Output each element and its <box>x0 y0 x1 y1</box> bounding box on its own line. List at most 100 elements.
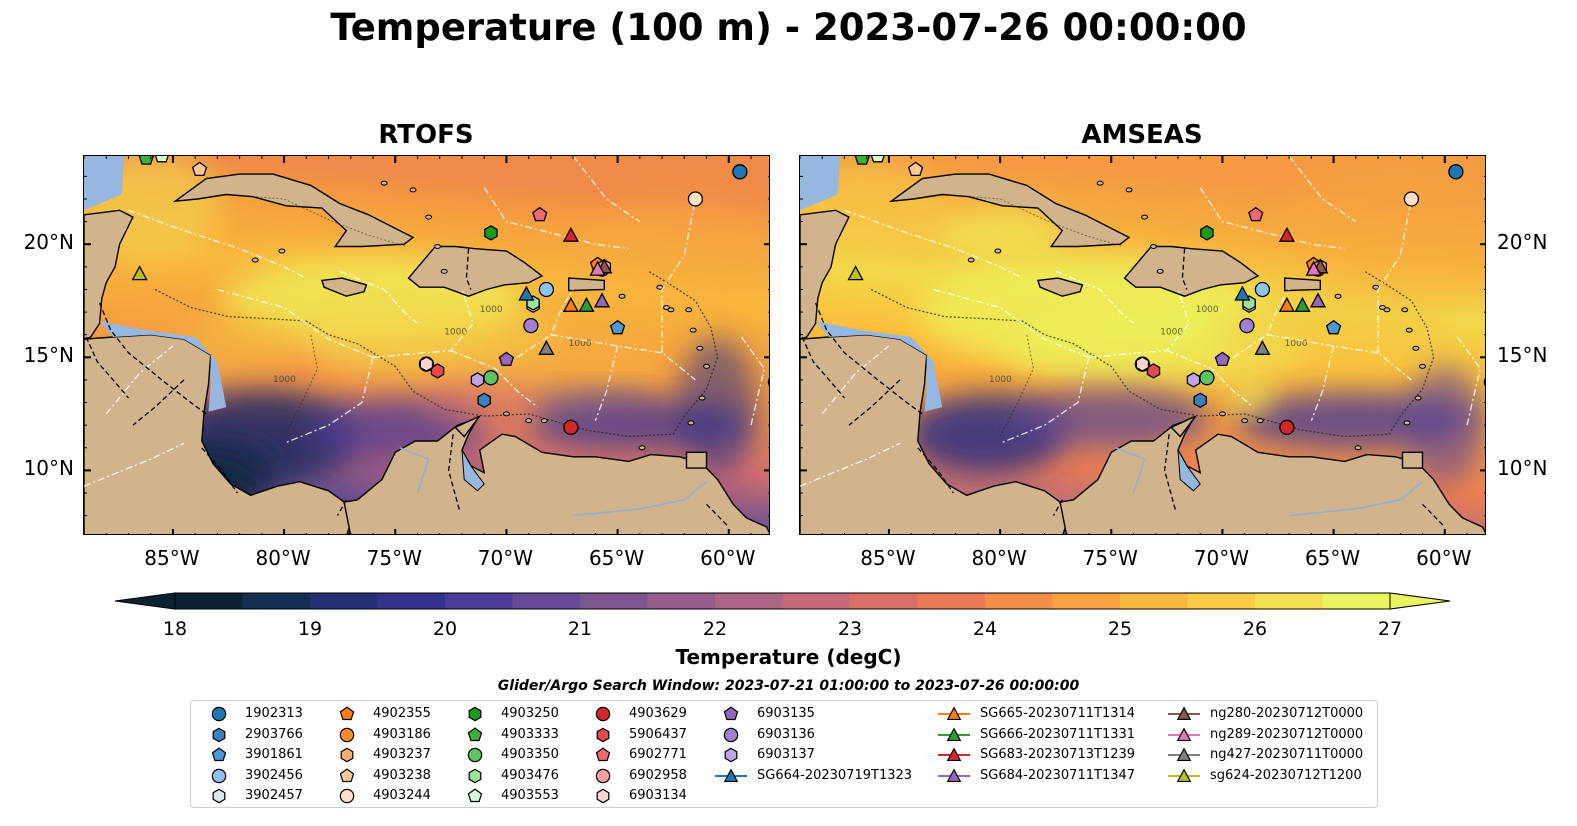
land-puertorico <box>1284 277 1321 292</box>
colorbar-bin <box>1120 593 1189 609</box>
platform-marker-6903137 <box>470 372 485 388</box>
colorbar-tick-label: 25 <box>1107 618 1133 640</box>
legend-label: 6902958 <box>629 767 687 783</box>
bathymetry-label: 1000 <box>444 328 467 338</box>
colorbar-tick-label: 22 <box>702 618 728 640</box>
platform-marker-6902771 <box>532 206 548 222</box>
legend-label: 6903135 <box>757 706 815 721</box>
platform-marker-1902313 <box>732 164 748 180</box>
platform-marker-4903350 <box>483 370 499 386</box>
legend-label: 3901861 <box>245 747 303 762</box>
legend-label: SG665-20230711T1314 <box>980 706 1136 721</box>
circle-marker-icon <box>595 706 611 722</box>
lat-tick-label-right: 10°N <box>1497 456 1548 481</box>
lat-tick-label-right: 15°N <box>1497 343 1548 368</box>
colorbar-bin <box>175 593 244 609</box>
platform-marker-4903186 <box>767 378 769 387</box>
lon-tick-label: 65°W <box>588 546 645 570</box>
pentagon-marker-icon <box>595 747 611 762</box>
colorbar-bin <box>1052 593 1121 609</box>
platform-marker-SG684-20230711T1347 <box>593 292 611 308</box>
platform-marker-6902771 <box>1248 206 1264 222</box>
colorbar-tick-label: 24 <box>972 618 998 640</box>
colorbar-bin <box>242 593 311 609</box>
bathymetry-label: 1000 <box>480 305 503 315</box>
colorbar-bin <box>377 593 446 609</box>
circle-marker-icon <box>339 727 355 742</box>
pentagon-marker-icon <box>211 747 227 762</box>
legend-label: SG666-20230711T1331 <box>980 726 1136 742</box>
land-trinidad <box>685 451 708 469</box>
land-hispaniola <box>407 245 544 297</box>
lat-tick-label-left: 20°N <box>23 230 74 255</box>
hexagon-marker-icon <box>468 768 482 783</box>
hexagon-marker-icon <box>468 706 482 722</box>
colorbar-tick-label: 27 <box>1377 618 1403 640</box>
pentagon-marker-icon <box>467 788 483 803</box>
colorbar-bin <box>1322 593 1391 609</box>
platform-marker-ng427-20230711T0000 <box>1254 339 1271 355</box>
colorbar-tick-label: 19 <box>297 618 323 640</box>
colorbar-bin <box>985 593 1054 609</box>
platform-marker-sg624-20230712T1200 <box>131 265 148 281</box>
pentagon-marker-icon <box>723 706 739 721</box>
platform-marker-4903244 <box>1403 191 1420 207</box>
legend-label: 4903553 <box>501 788 559 803</box>
legend-label: 4903350 <box>501 747 559 762</box>
circle-marker-icon <box>595 768 611 783</box>
rtofs-map[interactable]: 1000 1000 1000 1000 <box>83 155 770 535</box>
triangle-marker-icon <box>715 767 747 782</box>
legend-label: 4903250 <box>501 706 559 721</box>
platform-marker-sg624-20230712T1200 <box>847 265 864 281</box>
colorbar-tick-label: 20 <box>432 618 458 640</box>
platform-marker-6903135 <box>1214 351 1231 367</box>
legend-label: 3902457 <box>245 788 303 803</box>
platform-marker-4903186 <box>1483 378 1485 387</box>
platform-marker-SG666-20230711T1331 <box>1294 296 1311 312</box>
amseas-map[interactable]: 1000 1000 1000 1000 <box>799 155 1486 535</box>
platform-marker-4903553 <box>154 156 169 163</box>
platform-marker-4903553 <box>870 156 885 163</box>
platform-marker-4903350 <box>1199 370 1215 386</box>
platform-marker-SG666-20230711T1331 <box>578 296 595 312</box>
land-guajira <box>454 415 481 438</box>
platform-marker-6903136 <box>523 317 539 334</box>
legend-label: ng427-20230711T0000 <box>1210 747 1364 762</box>
circle-marker-icon <box>339 788 355 804</box>
bathymetry-label: 1000 <box>569 339 592 349</box>
legend-label: SG664-20230719T1323 <box>757 767 913 783</box>
legend-label: 6903136 <box>757 726 815 742</box>
platform-marker-4903629 <box>563 419 579 436</box>
platform-marker-4903333 <box>854 156 870 165</box>
circle-marker-icon <box>723 727 739 742</box>
platform-marker-4903250 <box>1200 225 1214 241</box>
triangle-marker-icon <box>938 726 970 741</box>
platform-legend: 1902313 2903766 3901861 3902456 3902457 49023… <box>190 700 1378 808</box>
legend-label: 5906437 <box>629 726 687 742</box>
bathymetry-label: 1000 <box>273 375 296 385</box>
platform-marker-3901861 <box>1325 319 1342 335</box>
colorbar-tick-label: 18 <box>162 618 188 640</box>
land-jamaica <box>1036 277 1084 297</box>
platform-marker-2903766 <box>477 392 491 409</box>
platform-marker-4903238 <box>191 161 208 177</box>
platform-marker-4903250 <box>484 225 498 241</box>
colorbar-bin <box>310 593 379 609</box>
colorbar-tick-label: 26 <box>1242 618 1268 640</box>
platform-marker-3902456 <box>538 281 555 298</box>
triangle-marker-icon <box>938 747 970 761</box>
triangle-marker-icon <box>1168 767 1200 782</box>
lon-tick-label: 60°W <box>1416 546 1472 570</box>
circle-marker-icon <box>211 706 227 722</box>
platform-marker-SG683-20230713T1239 <box>562 226 579 242</box>
land-trinidad <box>1401 451 1424 469</box>
triangle-marker-icon <box>1168 706 1200 720</box>
legend-label: 1902313 <box>245 706 303 721</box>
legend-label: 4903629 <box>629 706 687 721</box>
platform-marker-SG664-20230719T1323 <box>518 285 535 301</box>
land-guajira <box>1170 415 1197 438</box>
lon-tick-label: 80°W <box>255 546 311 570</box>
hexagon-marker-icon <box>596 727 610 742</box>
legend-label: ng280-20230712T0000 <box>1210 706 1364 721</box>
triangle-marker-icon <box>1168 726 1200 741</box>
